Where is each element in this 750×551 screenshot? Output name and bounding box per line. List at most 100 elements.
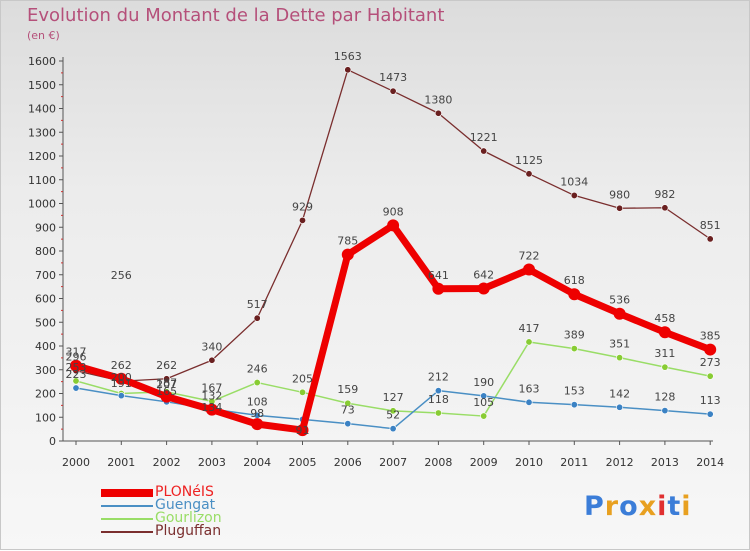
data-point xyxy=(480,392,488,400)
y-tick-label: 1000 xyxy=(28,198,56,211)
data-label: 618 xyxy=(564,274,585,287)
data-point xyxy=(706,235,714,243)
data-label: 262 xyxy=(156,359,177,372)
data-label: 458 xyxy=(654,312,675,325)
data-point xyxy=(72,377,80,385)
legend-label: PLONéIS xyxy=(155,484,214,500)
data-point xyxy=(658,326,671,339)
data-point xyxy=(72,384,80,392)
data-point xyxy=(389,407,397,415)
data-label: 190 xyxy=(473,376,494,389)
data-label: 128 xyxy=(654,391,675,404)
data-point xyxy=(389,87,397,95)
legend-swatch xyxy=(101,531,153,533)
x-tick-label: 2009 xyxy=(470,456,498,469)
y-tick-label: 1100 xyxy=(28,174,56,187)
x-tick-label: 2010 xyxy=(515,456,543,469)
data-label: 205 xyxy=(292,372,313,385)
data-label: 253 xyxy=(66,361,87,374)
data-label: 207 xyxy=(156,378,177,391)
data-point xyxy=(525,170,533,178)
data-label: 167 xyxy=(201,381,222,394)
data-point xyxy=(434,409,442,417)
x-tick-label: 2007 xyxy=(379,456,407,469)
data-point xyxy=(616,204,624,212)
data-label: 191 xyxy=(111,377,132,390)
y-tick-label: 1300 xyxy=(28,126,56,139)
data-label: 980 xyxy=(609,188,630,201)
data-label: 159 xyxy=(337,383,358,396)
x-tick-label: 2014 xyxy=(696,456,724,469)
data-label: 52 xyxy=(386,409,400,422)
data-label: 1563 xyxy=(334,50,362,63)
data-label: 108 xyxy=(247,395,268,408)
legend-label: Gourlizon xyxy=(155,510,222,526)
data-point xyxy=(706,410,714,418)
data-label: 641 xyxy=(428,269,449,282)
data-label: 1125 xyxy=(515,154,543,167)
data-point xyxy=(525,398,533,406)
data-label: 722 xyxy=(519,250,540,263)
data-label: 417 xyxy=(519,322,540,335)
data-point xyxy=(344,399,352,407)
y-tick-label: 200 xyxy=(35,388,56,401)
data-point xyxy=(570,401,578,409)
data-point xyxy=(298,388,306,396)
data-point xyxy=(115,372,128,385)
chart-subtitle: (en €) xyxy=(27,29,60,42)
data-point xyxy=(661,363,669,371)
data-point xyxy=(523,263,535,276)
y-tick-label: 600 xyxy=(35,293,56,306)
data-label: 785 xyxy=(337,235,358,248)
data-point xyxy=(344,66,352,74)
x-tick-label: 2002 xyxy=(153,456,181,469)
data-label: 223 xyxy=(66,368,87,381)
x-tick-label: 2013 xyxy=(651,456,679,469)
data-label: 118 xyxy=(428,393,449,406)
data-label: 1221 xyxy=(470,131,498,144)
data-label: 536 xyxy=(609,294,630,307)
logo-letter: r xyxy=(604,491,620,522)
data-point xyxy=(480,412,488,420)
data-point xyxy=(704,343,717,356)
data-point xyxy=(70,359,82,372)
x-tick-label: 2000 xyxy=(62,456,90,469)
x-tick-label: 2004 xyxy=(243,456,271,469)
data-point xyxy=(661,407,669,415)
data-point xyxy=(251,418,264,431)
data-point xyxy=(387,219,400,232)
data-label: 851 xyxy=(700,219,721,232)
logo-letter: i xyxy=(657,491,668,522)
y-tick-label: 700 xyxy=(35,269,56,282)
data-label: 200 xyxy=(111,371,132,384)
data-label: 311 xyxy=(654,347,675,360)
logo-letter: t xyxy=(667,491,682,522)
data-label: 389 xyxy=(564,329,585,342)
data-label: 1473 xyxy=(379,71,407,84)
x-tick-label: 2012 xyxy=(606,456,634,469)
y-tick-label: 500 xyxy=(35,316,56,329)
data-point xyxy=(434,387,442,395)
data-label: 142 xyxy=(609,387,630,400)
data-point xyxy=(205,403,218,416)
logo-letter: o xyxy=(619,491,639,522)
data-label: 929 xyxy=(292,200,313,213)
data-label: 296 xyxy=(66,351,87,364)
data-point xyxy=(568,288,581,301)
data-point xyxy=(253,314,261,322)
data-point xyxy=(434,109,442,117)
y-tick-label: 800 xyxy=(35,245,56,258)
data-label: 153 xyxy=(564,385,585,398)
data-point xyxy=(477,282,490,295)
data-label: 1380 xyxy=(424,93,452,106)
data-point xyxy=(341,248,354,261)
x-tick-label: 2011 xyxy=(560,456,588,469)
data-label: 212 xyxy=(428,371,449,384)
y-tick-label: 400 xyxy=(35,340,56,353)
data-point xyxy=(570,191,578,199)
data-label: 165 xyxy=(156,385,177,398)
legend-label: Pluguffan xyxy=(155,523,222,539)
data-label: 340 xyxy=(201,340,222,353)
x-tick-label: 2001 xyxy=(107,456,135,469)
